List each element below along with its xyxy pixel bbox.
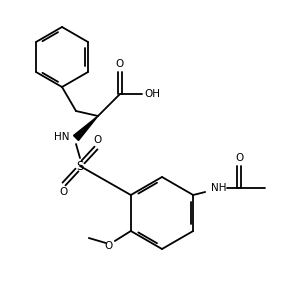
Text: OH: OH	[144, 89, 160, 99]
Polygon shape	[74, 116, 98, 141]
Text: O: O	[235, 153, 243, 163]
Text: HN: HN	[54, 132, 70, 142]
Text: NH: NH	[211, 183, 227, 193]
Text: O: O	[105, 241, 113, 251]
Text: O: O	[116, 59, 124, 69]
Text: O: O	[59, 187, 67, 197]
Text: O: O	[93, 135, 101, 145]
Text: S: S	[76, 159, 84, 173]
